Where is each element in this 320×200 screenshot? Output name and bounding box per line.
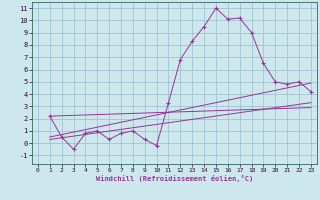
X-axis label: Windchill (Refroidissement éolien,°C): Windchill (Refroidissement éolien,°C) xyxy=(96,175,253,182)
